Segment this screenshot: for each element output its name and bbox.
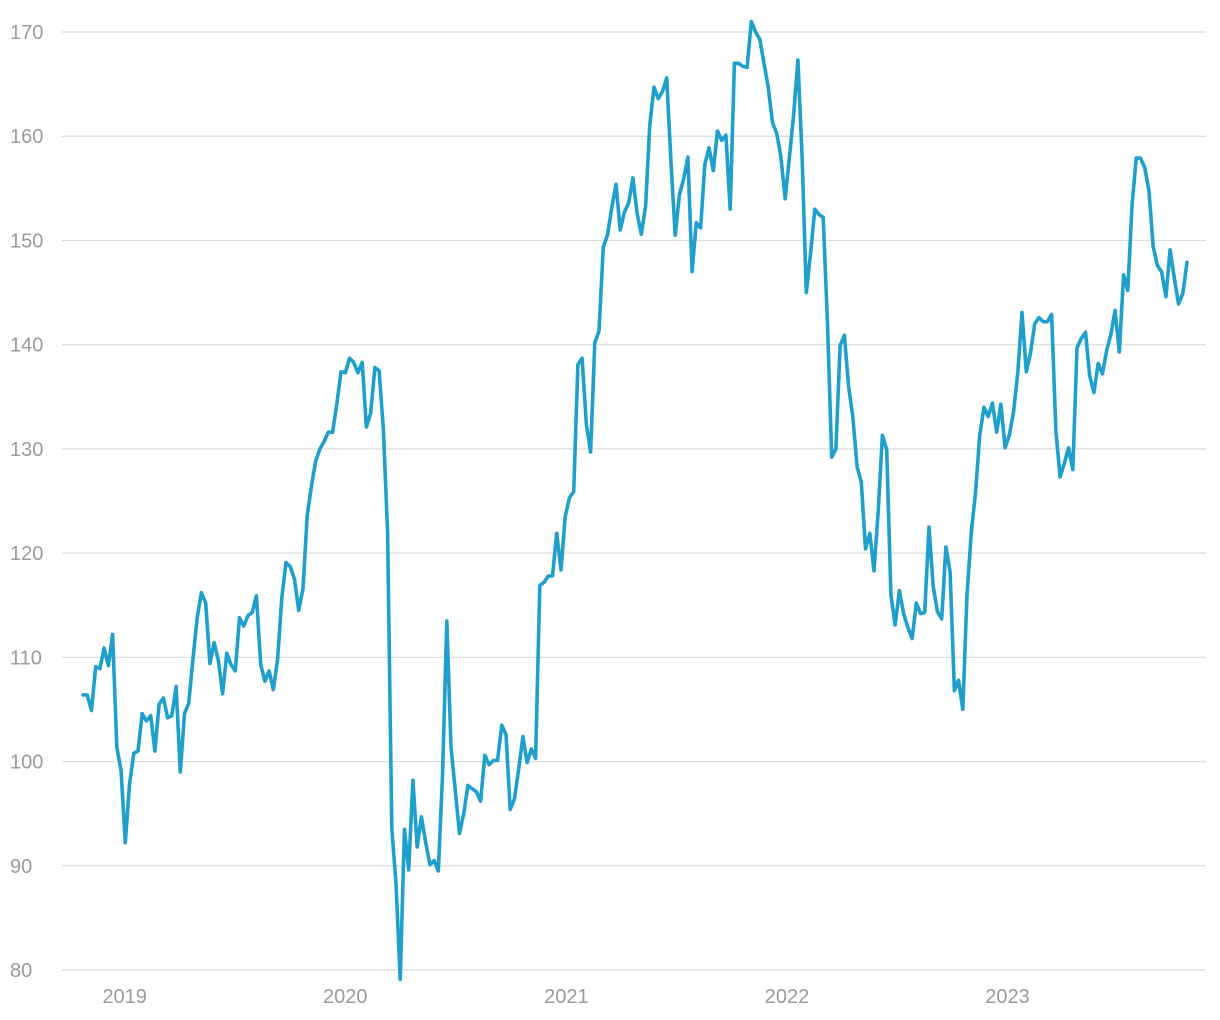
y-tick-label-130: 130	[10, 439, 43, 461]
y-tick-label-80: 80	[10, 960, 32, 982]
y-tick-label-120: 120	[10, 543, 43, 565]
y-tick-label-90: 90	[10, 856, 32, 878]
y-gridlines	[62, 31, 1206, 971]
x-axis-tick-labels: 2019 2020 2021 2022 2023	[102, 986, 1029, 1008]
x-tick-label-2023: 2023	[985, 986, 1030, 1008]
y-tick-label-160: 160	[10, 126, 43, 148]
x-tick-label-2020: 2020	[323, 986, 368, 1008]
x-tick-label-2022: 2022	[765, 986, 810, 1008]
x-tick-label-2019: 2019	[102, 986, 147, 1008]
y-tick-label-170: 170	[10, 22, 43, 44]
y-tick-label-150: 150	[10, 230, 43, 252]
y-tick-label-110: 110	[10, 647, 42, 669]
y-axis-tick-labels: 170 160 150 140 130 120 110 100 90 80	[10, 22, 43, 982]
series-layer	[81, 19, 1189, 982]
y-tick-label-100: 100	[10, 752, 43, 774]
x-tick-label-2021: 2021	[544, 986, 589, 1008]
series-line-1	[81, 19, 1189, 982]
y-tick-label-140: 140	[10, 335, 43, 357]
